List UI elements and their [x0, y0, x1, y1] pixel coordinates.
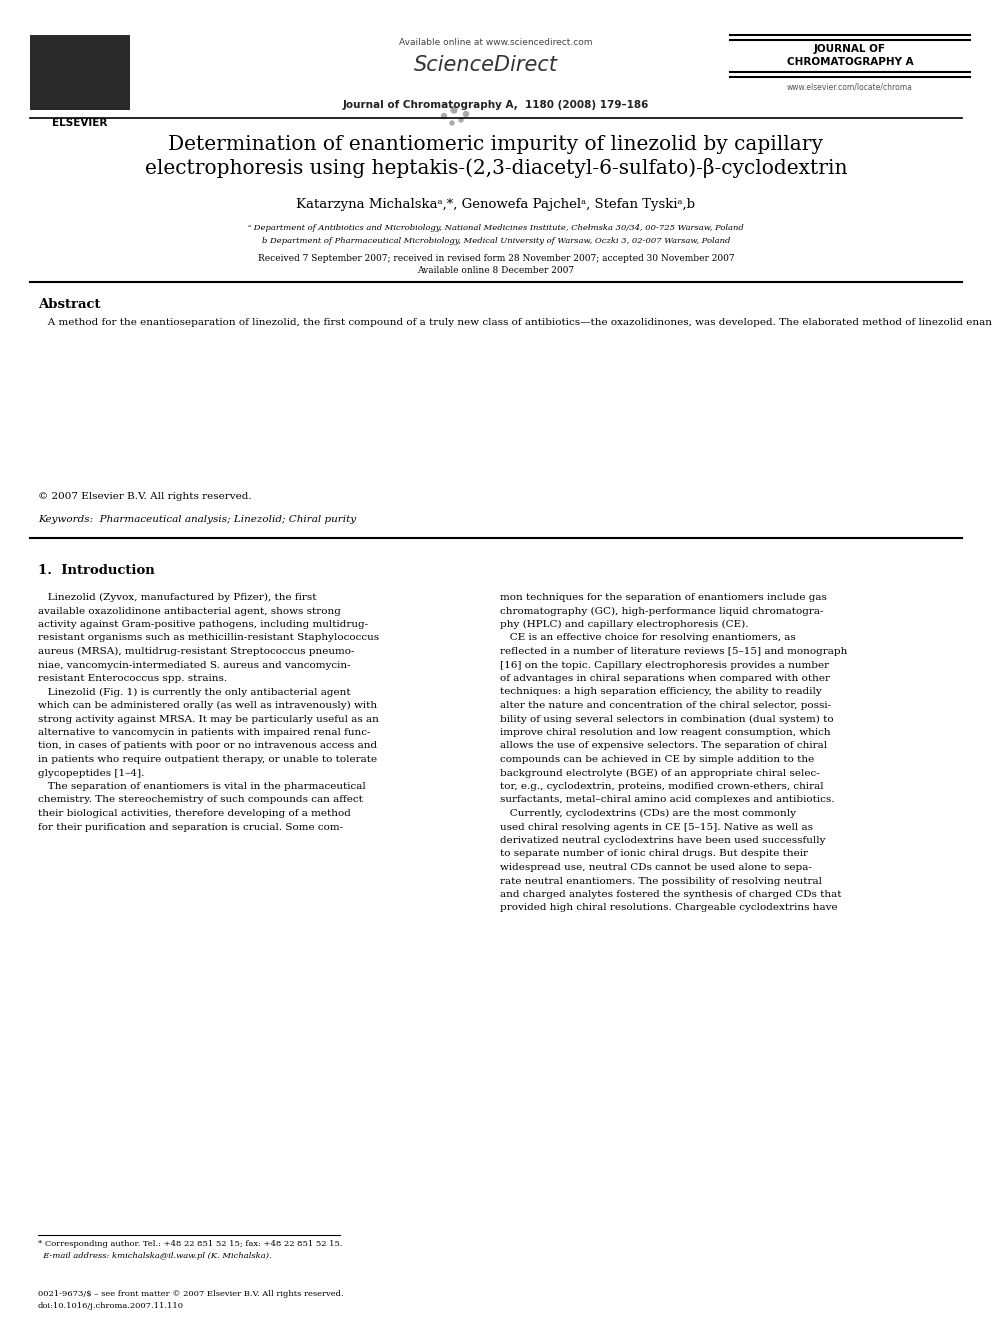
Text: mon techniques for the separation of enantiomers include gas: mon techniques for the separation of ena… [500, 593, 827, 602]
Text: CHROMATOGRAPHY A: CHROMATOGRAPHY A [787, 57, 914, 67]
Text: ELSEVIER: ELSEVIER [53, 118, 108, 128]
Circle shape [450, 120, 454, 124]
Circle shape [459, 118, 463, 122]
Text: aureus (MRSA), multidrug-resistant Streptococcus pneumo-: aureus (MRSA), multidrug-resistant Strep… [38, 647, 354, 656]
Text: b Department of Pharmaceutical Microbiology, Medical University of Warsaw, Oczki: b Department of Pharmaceutical Microbiol… [262, 237, 730, 245]
Text: derivatized neutral cyclodextrins have been used successfully: derivatized neutral cyclodextrins have b… [500, 836, 825, 845]
Text: available oxazolidinone antibacterial agent, shows strong: available oxazolidinone antibacterial ag… [38, 606, 341, 615]
Text: Abstract: Abstract [38, 298, 100, 311]
Bar [30, 34, 130, 110]
Circle shape [441, 114, 446, 119]
Text: techniques: a high separation efficiency, the ability to readily: techniques: a high separation efficiency… [500, 688, 821, 696]
Text: allows the use of expensive selectors. The separation of chiral: allows the use of expensive selectors. T… [500, 741, 827, 750]
Text: strong activity against MRSA. It may be particularly useful as an: strong activity against MRSA. It may be … [38, 714, 379, 724]
Text: Received 7 September 2007; received in revised form 28 November 2007; accepted 3: Received 7 September 2007; received in r… [258, 254, 734, 263]
Text: © 2007 Elsevier B.V. All rights reserved.: © 2007 Elsevier B.V. All rights reserved… [38, 492, 252, 501]
Text: Determination of enantiomeric impurity of linezolid by capillary: Determination of enantiomeric impurity o… [169, 135, 823, 153]
Text: chromatography (GC), high-performance liquid chromatogra-: chromatography (GC), high-performance li… [500, 606, 823, 615]
Text: tion, in cases of patients with poor or no intravenous access and: tion, in cases of patients with poor or … [38, 741, 377, 750]
Text: alter the nature and concentration of the chiral selector, possi-: alter the nature and concentration of th… [500, 701, 831, 710]
Text: www.elsevier.com/locate/chroma: www.elsevier.com/locate/chroma [787, 82, 913, 91]
Text: bility of using several selectors in combination (dual system) to: bility of using several selectors in com… [500, 714, 833, 724]
Text: ᵃ Department of Antibiotics and Microbiology, National Medicines Institute, Cheł: ᵃ Department of Antibiotics and Microbio… [248, 224, 744, 232]
Text: 0021-9673/$ – see front matter © 2007 Elsevier B.V. All rights reserved.: 0021-9673/$ – see front matter © 2007 El… [38, 1290, 343, 1298]
Text: electrophoresis using heptakis-(2,3-diacetyl-6-sulfato)-β-cyclodextrin: electrophoresis using heptakis-(2,3-diac… [145, 157, 847, 179]
Text: Journal of Chromatography A,  1180 (2008) 179–186: Journal of Chromatography A, 1180 (2008)… [343, 101, 649, 110]
Text: tor, e.g., cyclodextrin, proteins, modified crown-ethers, chiral: tor, e.g., cyclodextrin, proteins, modif… [500, 782, 823, 791]
Text: surfactants, metal–chiral amino acid complexes and antibiotics.: surfactants, metal–chiral amino acid com… [500, 795, 834, 804]
Text: E-mail address: kmichalska@il.waw.pl (K. Michalska).: E-mail address: kmichalska@il.waw.pl (K.… [38, 1252, 272, 1259]
Text: improve chiral resolution and low reagent consumption, which: improve chiral resolution and low reagen… [500, 728, 830, 737]
Text: [16] on the topic. Capillary electrophoresis provides a number: [16] on the topic. Capillary electrophor… [500, 660, 829, 669]
Text: for their purification and separation is crucial. Some com-: for their purification and separation is… [38, 823, 343, 831]
Text: phy (HPLC) and capillary electrophoresis (CE).: phy (HPLC) and capillary electrophoresis… [500, 620, 749, 630]
Text: used chiral resolving agents in CE [5–15]. Native as well as: used chiral resolving agents in CE [5–15… [500, 823, 813, 831]
Text: background electrolyte (BGE) of an appropriate chiral selec-: background electrolyte (BGE) of an appro… [500, 769, 819, 778]
Text: Available online 8 December 2007: Available online 8 December 2007 [418, 266, 574, 275]
Text: JOURNAL OF: JOURNAL OF [814, 44, 886, 54]
Text: of advantages in chiral separations when compared with other: of advantages in chiral separations when… [500, 673, 830, 683]
Text: activity against Gram-positive pathogens, including multidrug-: activity against Gram-positive pathogens… [38, 620, 368, 628]
Text: their biological activities, therefore developing of a method: their biological activities, therefore d… [38, 808, 351, 818]
Text: resistant Enterococcus spp. strains.: resistant Enterococcus spp. strains. [38, 673, 227, 683]
Text: Katarzyna Michalskaᵃ,*, Genowefa Pajchelᵃ, Stefan Tyskiᵃ,b: Katarzyna Michalskaᵃ,*, Genowefa Pajchel… [297, 198, 695, 210]
Text: widespread use, neutral CDs cannot be used alone to sepa-: widespread use, neutral CDs cannot be us… [500, 863, 811, 872]
Text: ScienceDirect: ScienceDirect [414, 56, 558, 75]
Text: which can be administered orally (as well as intravenously) with: which can be administered orally (as wel… [38, 701, 377, 710]
Text: Keywords:  Pharmaceutical analysis; Linezolid; Chiral purity: Keywords: Pharmaceutical analysis; Linez… [38, 515, 356, 524]
Text: rate neutral enantiomers. The possibility of resolving neutral: rate neutral enantiomers. The possibilit… [500, 877, 822, 885]
Text: glycopeptides [1–4].: glycopeptides [1–4]. [38, 769, 145, 778]
Text: and charged analytes fostered the synthesis of charged CDs that: and charged analytes fostered the synthe… [500, 890, 841, 900]
Text: * Corresponding author. Tel.: +48 22 851 52 15; fax: +48 22 851 52 15.: * Corresponding author. Tel.: +48 22 851… [38, 1240, 342, 1248]
Text: A method for the enantioseparation of linezolid, the first compound of a truly n: A method for the enantioseparation of li… [38, 318, 992, 327]
Text: Currently, cyclodextrins (CDs) are the most commonly: Currently, cyclodextrins (CDs) are the m… [500, 808, 796, 818]
Text: compounds can be achieved in CE by simple addition to the: compounds can be achieved in CE by simpl… [500, 755, 814, 763]
Text: to separate number of ionic chiral drugs. But despite their: to separate number of ionic chiral drugs… [500, 849, 808, 859]
Text: Linezolid (Fig. 1) is currently the only antibacterial agent: Linezolid (Fig. 1) is currently the only… [38, 688, 350, 697]
Text: in patients who require outpatient therapy, or unable to tolerate: in patients who require outpatient thera… [38, 755, 377, 763]
Text: Linezolid (Zyvox, manufactured by Pfizer), the first: Linezolid (Zyvox, manufactured by Pfizer… [38, 593, 316, 602]
Text: CE is an effective choice for resolving enantiomers, as: CE is an effective choice for resolving … [500, 634, 796, 643]
Text: Available online at www.sciencedirect.com: Available online at www.sciencedirect.co… [399, 38, 593, 48]
Text: The separation of enantiomers is vital in the pharmaceutical: The separation of enantiomers is vital i… [38, 782, 366, 791]
Text: 1.  Introduction: 1. Introduction [38, 564, 155, 577]
Text: resistant organisms such as methicillin-resistant Staphylococcus: resistant organisms such as methicillin-… [38, 634, 379, 643]
Text: chemistry. The stereochemistry of such compounds can affect: chemistry. The stereochemistry of such c… [38, 795, 363, 804]
Text: niae, vancomycin-intermediated S. aureus and vancomycin-: niae, vancomycin-intermediated S. aureus… [38, 660, 350, 669]
Text: doi:10.1016/j.chroma.2007.11.110: doi:10.1016/j.chroma.2007.11.110 [38, 1302, 184, 1310]
Text: alternative to vancomycin in patients with impaired renal func-: alternative to vancomycin in patients wi… [38, 728, 370, 737]
Circle shape [463, 111, 468, 116]
Text: provided high chiral resolutions. Chargeable cyclodextrins have: provided high chiral resolutions. Charge… [500, 904, 837, 913]
Circle shape [451, 107, 457, 112]
Text: reflected in a number of literature reviews [5–15] and monograph: reflected in a number of literature revi… [500, 647, 847, 656]
